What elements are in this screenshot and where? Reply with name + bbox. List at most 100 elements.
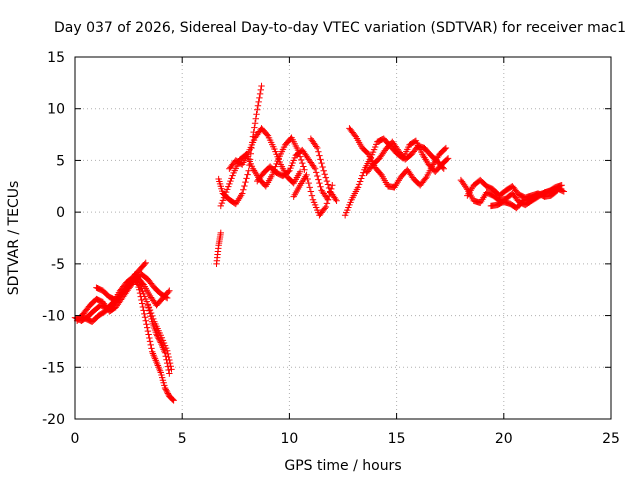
y-tick-label: -10 — [42, 309, 65, 325]
data-point — [250, 128, 257, 136]
data-point — [252, 115, 260, 122]
series-13 — [307, 135, 340, 204]
series-8 — [215, 82, 265, 208]
data-point — [255, 98, 262, 106]
data-point — [147, 313, 154, 320]
data-point — [332, 196, 339, 203]
data-point — [147, 341, 154, 349]
data-point — [463, 184, 470, 192]
y-tick-label: 5 — [56, 153, 65, 169]
data-point — [316, 152, 323, 159]
data-point — [559, 187, 566, 195]
series-19 — [487, 182, 565, 212]
data-point — [148, 345, 155, 352]
data-point — [219, 197, 227, 204]
data-point — [244, 171, 251, 178]
data-point — [317, 156, 324, 163]
data-point — [333, 197, 340, 204]
data-point — [273, 160, 280, 168]
x-tick-label: 25 — [602, 431, 620, 447]
data-point — [256, 90, 264, 98]
data-point — [217, 229, 224, 237]
data-point — [220, 194, 228, 201]
data-point — [143, 324, 151, 331]
data-point — [156, 337, 164, 345]
data-point — [297, 156, 305, 164]
data-point — [439, 164, 446, 171]
data-point — [166, 287, 173, 294]
data-point — [313, 143, 320, 150]
data-point — [224, 186, 231, 193]
data-point — [251, 119, 259, 127]
x-tick-label: 10 — [280, 431, 298, 447]
data-point — [164, 390, 172, 397]
data-point — [296, 168, 304, 176]
data-point — [156, 336, 163, 343]
x-tick-label: 0 — [71, 431, 80, 447]
data-point — [137, 293, 144, 300]
data-point — [169, 396, 177, 403]
data-point — [148, 315, 155, 323]
x-tick-labels: 0 5 10 15 20 25 — [71, 431, 620, 447]
data-point — [440, 165, 447, 172]
data-point — [354, 184, 362, 191]
data-point — [299, 159, 306, 167]
x-tick-label: 20 — [495, 431, 513, 447]
data-point — [269, 171, 276, 179]
data-point — [163, 356, 170, 363]
data-point — [314, 172, 321, 180]
data-point — [306, 184, 313, 191]
data-point — [251, 124, 258, 131]
data-point — [229, 172, 236, 179]
data-point — [308, 192, 316, 199]
data-point — [228, 175, 235, 182]
data-point — [315, 148, 322, 156]
data-point — [144, 302, 152, 309]
data-point — [301, 166, 308, 173]
data-point — [325, 184, 333, 192]
data-point — [161, 349, 169, 357]
data-point — [165, 366, 172, 374]
data-point — [313, 169, 320, 176]
data-point — [142, 259, 149, 267]
data-point — [441, 145, 449, 153]
data-point — [162, 353, 169, 360]
data-point — [146, 307, 153, 314]
data-point — [314, 144, 321, 152]
data-point — [253, 111, 260, 118]
data-point — [558, 182, 565, 189]
data-point — [300, 163, 307, 170]
data-point — [443, 156, 451, 163]
data-point — [263, 131, 271, 138]
series-5 — [131, 271, 177, 404]
data-point — [311, 165, 319, 172]
chart-title: Day 037 of 2026, Sidereal Day-to-day VTE… — [54, 20, 626, 36]
data-point — [227, 177, 234, 185]
data-point — [305, 179, 312, 187]
data-point — [141, 314, 149, 321]
data-point — [317, 183, 324, 191]
data-point — [163, 359, 171, 367]
axis-ticks — [74, 56, 612, 420]
data-point — [217, 202, 224, 210]
data-point — [254, 102, 262, 109]
series-18 — [464, 176, 561, 201]
grid — [75, 57, 611, 419]
data-point — [444, 155, 452, 162]
data-point — [245, 167, 252, 174]
data-point — [154, 333, 162, 341]
data-point — [316, 179, 323, 187]
data-point — [226, 180, 233, 188]
data-point — [138, 296, 145, 304]
data-point — [323, 200, 331, 207]
data-points — [71, 82, 568, 404]
data-point — [168, 366, 175, 373]
data-point — [315, 176, 322, 183]
data-point — [145, 331, 152, 338]
data-point — [222, 188, 230, 196]
data-point — [146, 338, 154, 345]
data-point — [242, 178, 249, 186]
data-point — [155, 335, 162, 342]
data-point — [356, 178, 364, 185]
